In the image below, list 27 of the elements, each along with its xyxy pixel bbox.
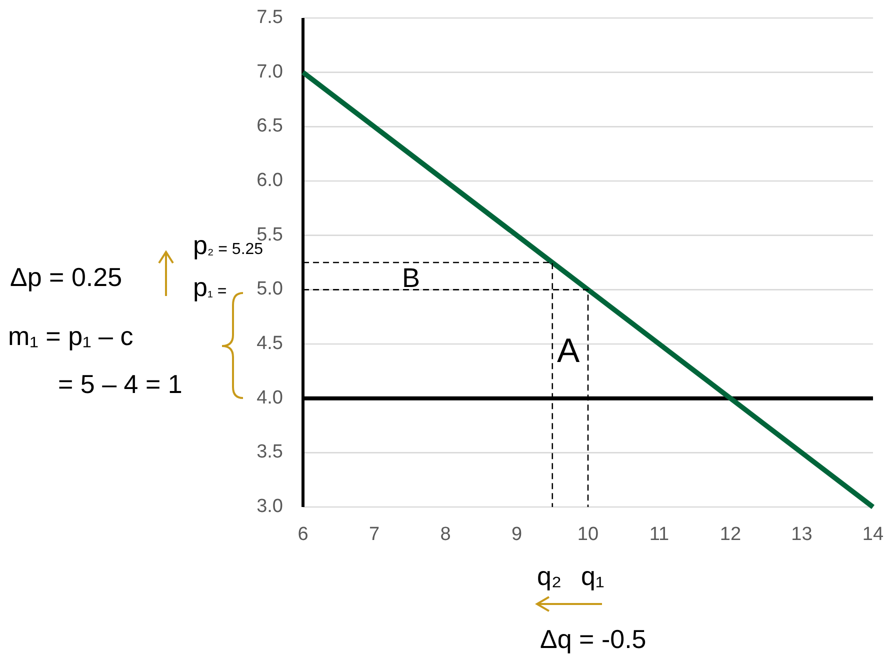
y-tick-label: 7.0 (256, 61, 283, 82)
text: = 5 – 4 = 1 (58, 369, 182, 399)
text: Δq = -0.5 (540, 624, 646, 654)
x-tick-label: 11 (649, 524, 670, 545)
x-tick-label: 12 (720, 524, 742, 545)
text: q₁ (581, 561, 604, 591)
y-tick-label: 4.5 (256, 333, 283, 354)
annotation: A (557, 332, 580, 370)
y-tick-label: 6.0 (256, 170, 283, 192)
y-tick-label: 5.0 (256, 278, 283, 300)
y-tick-label: 6.5 (256, 116, 283, 137)
y-tick-label: 3.5 (256, 442, 283, 463)
annotation: B (402, 263, 420, 293)
text: m₁ = p₁ – c (8, 321, 134, 351)
x-tick-label: 14 (862, 524, 884, 545)
y-tick-label: 4.0 (256, 387, 283, 408)
text: q₂ (537, 561, 562, 591)
x-tick-label: 9 (511, 524, 522, 545)
x-tick-label: 6 (298, 524, 308, 545)
x-tick-label: 10 (577, 524, 599, 545)
text: p₁ = (193, 272, 227, 302)
x-tick-label: 8 (440, 524, 451, 545)
y-tick-label: 7.5 (256, 7, 283, 28)
y-tick-label: 3.0 (256, 496, 283, 518)
x-tick-label: 13 (791, 524, 812, 545)
text: Δp = 0.25 (10, 262, 122, 292)
x-tick-label: 7 (368, 524, 380, 545)
